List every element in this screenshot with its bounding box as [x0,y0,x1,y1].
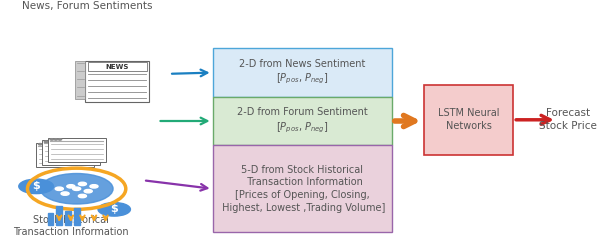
Circle shape [61,192,69,195]
Circle shape [55,187,64,190]
FancyBboxPatch shape [36,143,94,167]
Text: 2-D from Forum Sentiment
[$P_{pos}$, $P_{neg}$]: 2-D from Forum Sentiment [$P_{pos}$, $P_… [237,107,368,135]
Text: $: $ [32,181,40,191]
FancyBboxPatch shape [212,48,392,97]
Bar [65,211,71,225]
Circle shape [40,174,113,204]
Text: $: $ [110,204,118,214]
Text: News, Forum Sentiments: News, Forum Sentiments [22,1,152,11]
FancyBboxPatch shape [85,60,149,102]
FancyBboxPatch shape [48,138,106,162]
Text: Stock Historical
Transaction Information: Stock Historical Transaction Information [13,215,128,237]
FancyBboxPatch shape [212,97,392,145]
Circle shape [48,141,52,143]
Circle shape [90,185,98,188]
FancyBboxPatch shape [42,140,100,165]
Circle shape [47,144,50,145]
Circle shape [19,179,53,194]
Circle shape [98,203,130,216]
FancyBboxPatch shape [88,62,146,71]
Circle shape [58,139,62,140]
Circle shape [50,139,53,140]
Text: 2-D from News Sentiment
[$P_{pos}$, $P_{neg}$]: 2-D from News Sentiment [$P_{pos}$, $P_{… [239,59,365,86]
Circle shape [79,194,86,198]
Circle shape [38,144,42,145]
FancyBboxPatch shape [424,85,513,155]
Bar [74,208,80,225]
Text: Forecast
Stock Price: Forecast Stock Price [539,108,597,131]
Circle shape [52,141,56,143]
Bar [56,206,62,225]
Text: LSTM Neural
Networks: LSTM Neural Networks [438,108,499,131]
Text: NEWS: NEWS [106,64,129,70]
Bar [48,213,53,225]
Circle shape [84,189,92,193]
Circle shape [79,182,86,186]
Circle shape [54,139,58,140]
Text: 5-D from Stock Historical
  Transaction Information
[Prices of Opening, Closing,: 5-D from Stock Historical Transaction In… [219,165,385,213]
Circle shape [73,187,80,190]
Circle shape [67,185,75,188]
Circle shape [43,144,46,145]
FancyBboxPatch shape [212,145,392,232]
FancyBboxPatch shape [75,60,85,99]
Circle shape [44,141,48,143]
